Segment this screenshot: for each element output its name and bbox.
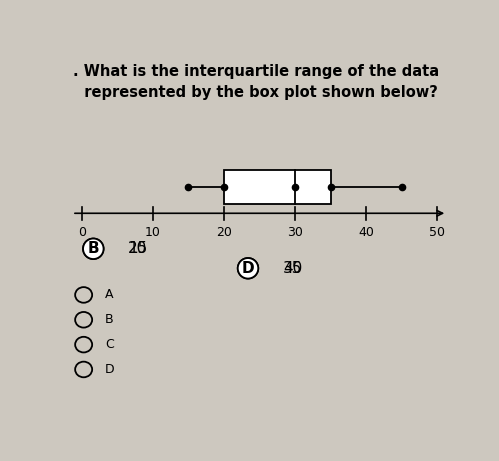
Text: . What is the interquartile range of the data: . What is the interquartile range of the… [73, 64, 439, 79]
Text: B: B [87, 241, 99, 256]
Bar [224, 170, 331, 204]
Text: D: D [105, 363, 115, 376]
Text: 20: 20 [128, 241, 147, 256]
Text: 20: 20 [216, 226, 232, 239]
Text: 40: 40 [283, 261, 302, 276]
Text: 50: 50 [430, 226, 446, 239]
Text: B: B [105, 313, 114, 326]
Text: D: D [242, 261, 254, 276]
Text: 0: 0 [78, 226, 86, 239]
Text: 10: 10 [145, 226, 161, 239]
Text: 35: 35 [283, 261, 302, 276]
Text: A: A [105, 289, 113, 301]
Text: A: A [87, 241, 99, 256]
Text: C: C [243, 261, 253, 276]
Text: 40: 40 [358, 226, 374, 239]
Text: C: C [105, 338, 114, 351]
Text: represented by the box plot shown below?: represented by the box plot shown below? [74, 85, 438, 100]
Text: 15: 15 [128, 241, 147, 256]
Text: 30: 30 [287, 226, 303, 239]
